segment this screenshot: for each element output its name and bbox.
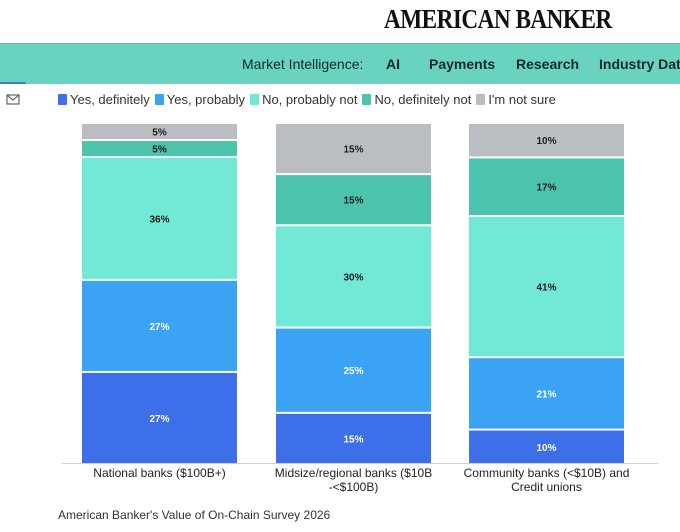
legend-label: No, definitely not (374, 92, 472, 107)
bar-segment[interactable] (82, 158, 237, 279)
legend-swatch (362, 94, 372, 105)
bar-segment[interactable] (82, 280, 237, 371)
category-label: Credit unions (511, 480, 582, 494)
data-label: 10% (536, 136, 556, 147)
market-intelligence-nav: Market Intelligence: AI Payments Researc… (0, 43, 680, 84)
bar-segment[interactable] (276, 124, 431, 174)
data-label: 15% (343, 145, 363, 156)
data-label: 36% (149, 214, 169, 225)
data-label: 15% (343, 196, 363, 207)
brand-logo[interactable]: AMERICAN BANKER (384, 4, 612, 34)
legend-swatch (154, 94, 164, 105)
bar-segment[interactable] (276, 413, 431, 463)
data-label: 15% (343, 434, 363, 445)
nav-item-payments[interactable]: Payments (429, 56, 496, 72)
nav-item-research[interactable]: Research (516, 56, 580, 72)
data-label: 30% (343, 272, 363, 283)
bar-segment[interactable] (276, 175, 431, 225)
legend-label: No, probably not (262, 92, 358, 107)
nav-prefix: Market Intelligence: (242, 56, 364, 72)
data-label: 27% (149, 414, 169, 425)
legend-swatch (58, 94, 67, 105)
category-label: National banks ($100B+) (93, 466, 225, 480)
bar-segment[interactable] (469, 124, 624, 157)
side-tab-indicator (0, 82, 26, 84)
bar-segment[interactable] (82, 124, 237, 140)
data-label: 5% (152, 145, 167, 156)
legend-item-yes-probably[interactable]: Yes, probably (154, 92, 246, 107)
nav-item-ai[interactable]: AI (386, 56, 400, 72)
source-note: American Banker's Value of On-Chain Surv… (58, 508, 331, 522)
legend-label: Yes, probably (166, 92, 246, 107)
bar-segment[interactable] (276, 328, 431, 412)
bar-segment[interactable] (82, 372, 237, 463)
legend-swatch (250, 94, 260, 105)
bar-segment[interactable] (469, 358, 624, 429)
category-label: -<$100B) (329, 480, 379, 494)
data-label: 5% (152, 128, 167, 139)
chart-legend: Yes, definitely Yes, probably No, probably… (58, 92, 561, 108)
data-label: 17% (536, 183, 556, 194)
legend-item-no-probably-not[interactable]: No, probably not (250, 92, 357, 107)
stacked-bar-chart: 27% 27% 36% 5% 5% National banks ($100B+) 15% 2… (62, 124, 658, 494)
legend-item-i-m-not-sure[interactable]: I'm not sure (476, 92, 556, 107)
data-label: 41% (536, 283, 556, 294)
legend-label: I'm not sure (488, 92, 556, 107)
bar-segment[interactable] (469, 217, 624, 357)
legend-label: Yes, definitely (70, 92, 150, 107)
data-label: 21% (536, 389, 556, 400)
category-label: Midsize/regional banks ($10B (275, 466, 432, 480)
data-label: 10% (536, 443, 556, 454)
legend-swatch (476, 94, 486, 105)
data-label: 27% (149, 322, 169, 333)
legend-item-no-definitely-not[interactable]: No, definitely not (362, 92, 471, 107)
bar-segment[interactable] (276, 226, 431, 327)
bar-segment[interactable] (82, 141, 237, 157)
mail-icon[interactable] (2, 91, 24, 109)
legend-item-yes-definitely[interactable]: Yes, definitely (58, 92, 150, 107)
category-label: Community banks (<$10B) and (464, 466, 630, 480)
bar-segment[interactable] (469, 158, 624, 215)
nav-item-industry-data[interactable]: Industry Data (599, 56, 680, 72)
data-label: 25% (343, 366, 363, 377)
bar-segment[interactable] (469, 430, 624, 463)
